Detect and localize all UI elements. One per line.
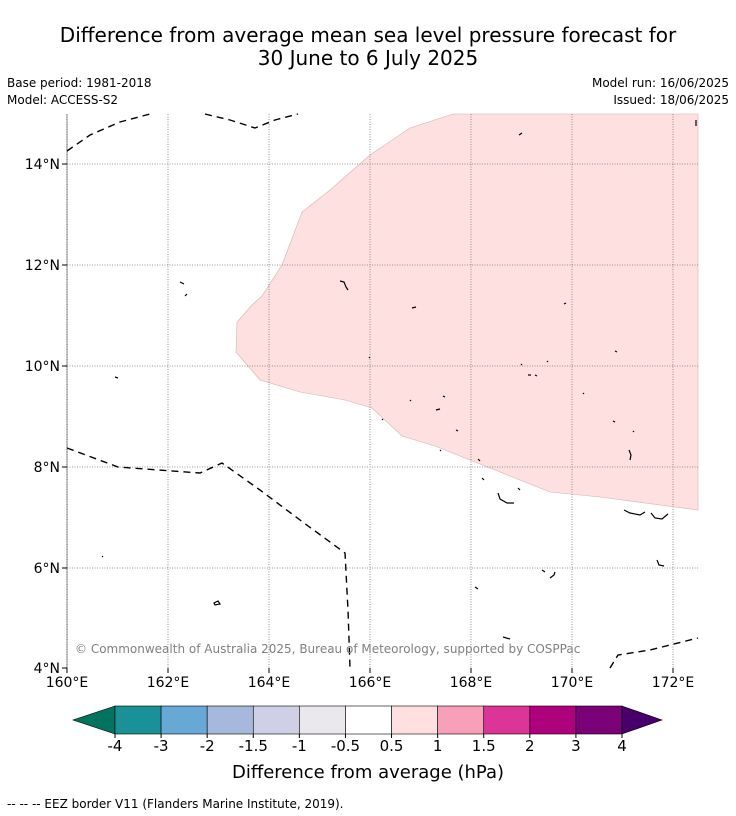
lat-label-14n: 14°N [25, 157, 60, 173]
lon-label-170e: 170°E [551, 675, 594, 691]
colorbar-tick-label: 3 [571, 737, 581, 755]
lat-label-10n: 10°N [25, 359, 60, 375]
colorbar-segment [114, 705, 162, 735]
lon-label-160e: 160°E [46, 675, 89, 691]
model-run-label: Model run: 16/06/2025 [591, 76, 729, 90]
lon-label-164e: 164°E [248, 675, 291, 691]
colorbar-tick-label: 1 [433, 737, 443, 755]
lat-label-6n: 6°N [34, 561, 60, 577]
lon-label-172e: 172°E [652, 675, 695, 691]
colorbar-segment [345, 705, 392, 735]
colorbar-tick-label: 1.5 [472, 737, 496, 755]
colorbar-segment [437, 705, 485, 735]
colorbar-segment [575, 705, 623, 735]
colorbar [72, 705, 663, 738]
eez-footnote: -- -- -- EEZ border V11 (Flanders Marine… [7, 797, 344, 811]
colorbar-tick-label: -1 [292, 737, 307, 755]
lat-label-8n: 8°N [34, 460, 60, 476]
map-gridlines [66, 114, 698, 668]
eez-borders [66, 113, 699, 669]
pressure-anomaly-region [235, 113, 699, 511]
chart-title-line1: Difference from average mean sea level p… [59, 23, 677, 47]
colorbar-segment [252, 705, 300, 735]
lat-label-12n: 12°N [25, 258, 60, 274]
colorbar-tick-label: -4 [108, 737, 123, 755]
colorbar-segment [206, 705, 254, 735]
colorbar-tick-label: 0.5 [380, 737, 404, 755]
colorbar-segment [160, 705, 208, 735]
colorbar-segment [299, 705, 346, 735]
axis-ticks [62, 163, 674, 673]
issued-label: Issued: 18/06/2025 [613, 93, 729, 107]
lat-label-4n: 4°N [34, 661, 60, 677]
lon-label-168e: 168°E [450, 675, 493, 691]
colorbar-tick-label: -3 [154, 737, 169, 755]
colorbar-tick-label: -0.5 [331, 737, 360, 755]
model-label: Model: ACCESS-S2 [7, 93, 119, 107]
colorbar-tick-label: 4 [617, 737, 627, 755]
colorbar-segment [391, 705, 438, 735]
chart-title-line2: 30 June to 6 July 2025 [257, 46, 479, 70]
islands [101, 120, 697, 640]
lon-label-166e: 166°E [349, 675, 392, 691]
colorbar-tick-label: 2 [525, 737, 535, 755]
colorbar-segment [529, 705, 577, 735]
colorbar-tick-label: -1.5 [239, 737, 268, 755]
colorbar-tick-label: -2 [200, 737, 215, 755]
colorbar-segment [483, 705, 531, 735]
colorbar-over-arrow [621, 705, 663, 735]
copyright-text: © Commonwealth of Australia 2025, Bureau… [75, 642, 580, 656]
colorbar-label: Difference from average (hPa) [231, 762, 505, 783]
colorbar-under-arrow [72, 705, 116, 735]
lon-label-162e: 162°E [147, 675, 190, 691]
base-period-label: Base period: 1981-2018 [7, 76, 152, 90]
